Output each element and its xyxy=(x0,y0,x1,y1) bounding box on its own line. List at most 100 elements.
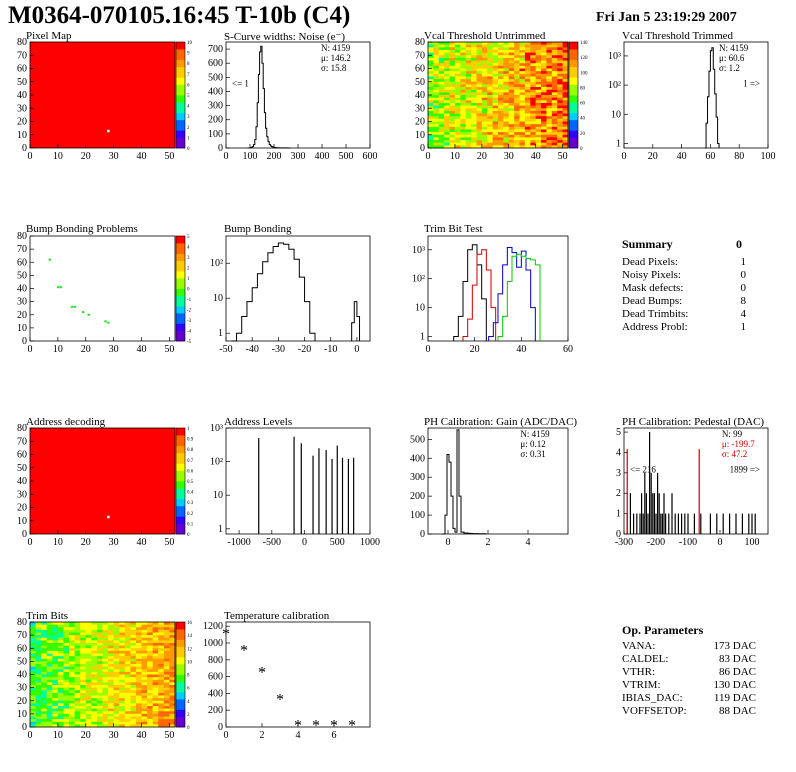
heatmap-cell xyxy=(530,108,537,112)
heatmap-cell xyxy=(444,89,451,93)
heatmap-cell xyxy=(52,648,59,652)
heatmap-cell xyxy=(113,711,120,715)
heatmap-cell xyxy=(41,711,48,715)
x-tick-label: 500 xyxy=(330,537,345,548)
heatmap-cell xyxy=(465,60,472,64)
heatmap-cell xyxy=(557,87,564,91)
heatmap-cell xyxy=(519,97,526,101)
heatmap-cell xyxy=(35,645,42,649)
heatmap-cell xyxy=(69,622,76,626)
x-tick-label: 0 xyxy=(28,344,33,355)
color-scale-frame xyxy=(175,41,186,149)
heatmap-cell xyxy=(524,47,531,51)
heatmap-cell xyxy=(124,724,131,728)
heatmap-cell xyxy=(508,92,515,96)
heatmap-cell xyxy=(35,656,42,660)
heatmap-cell xyxy=(481,113,488,117)
heatmap-cell xyxy=(535,116,542,120)
heatmap-cell xyxy=(35,658,42,662)
y-tick-label: 1 xyxy=(420,332,425,343)
x-tick-label: 200 xyxy=(267,151,282,162)
heatmap-cell xyxy=(557,137,564,141)
heatmap-cell xyxy=(163,656,170,660)
heatmap-cell xyxy=(514,100,521,104)
color-scale-segment xyxy=(176,133,185,138)
heatmap-cell xyxy=(141,645,148,649)
y-tick-label: 60 xyxy=(17,450,27,461)
heatmap-cell xyxy=(69,692,76,696)
scatter-point: * xyxy=(222,626,230,643)
heatmap-cell xyxy=(438,102,445,107)
heatmap-cell xyxy=(460,52,467,56)
heatmap-cell xyxy=(449,95,456,99)
op-param-row: IBIAS_DAC: 119 DAC xyxy=(622,692,756,705)
color-scale-segment xyxy=(176,685,185,689)
heatmap-cell xyxy=(562,68,569,72)
heatmap-cell xyxy=(524,116,531,120)
heatmap-cell xyxy=(124,671,131,675)
heatmap-cell xyxy=(46,677,53,681)
heatmap-cell xyxy=(508,44,515,48)
heatmap-cell xyxy=(141,674,148,678)
heatmap-cell xyxy=(41,637,48,641)
scatter-point: * xyxy=(276,691,284,708)
heatmap-cell xyxy=(141,648,148,652)
heatmap-cell xyxy=(498,108,504,112)
heatmap-cell xyxy=(551,71,558,75)
heatmap-cell xyxy=(433,137,440,141)
heatmap-cell xyxy=(492,65,499,69)
heatmap-cell xyxy=(519,116,526,120)
y-tick-label: 600 xyxy=(208,672,223,683)
heatmap-cell xyxy=(503,105,510,109)
heatmap-cell xyxy=(74,690,81,694)
bump-problem-marker xyxy=(81,311,85,314)
heatmap-cell xyxy=(69,624,76,628)
heatmap-cell xyxy=(80,692,87,696)
heatmap-cell xyxy=(74,666,81,670)
heatmap-cell xyxy=(91,637,98,641)
heatmap-cell xyxy=(141,629,148,633)
plot-frame xyxy=(623,427,769,535)
heatmap-cell xyxy=(562,79,569,83)
heatmap-cell xyxy=(35,637,42,641)
heatmap-cell xyxy=(444,76,451,80)
heatmap-cell xyxy=(124,635,131,639)
heatmap-cell xyxy=(96,637,103,641)
heatmap-cell xyxy=(535,124,542,128)
heatmap-cell xyxy=(147,622,154,626)
series-line xyxy=(488,247,536,341)
heatmap-cell xyxy=(449,60,456,64)
heatmap-cell xyxy=(524,44,531,48)
heatmap-cell xyxy=(91,687,98,691)
heatmap-cell xyxy=(57,674,64,678)
heatmap-cell xyxy=(91,632,98,636)
heatmap-cell xyxy=(433,105,440,109)
heatmap-cell xyxy=(52,724,59,728)
heatmap-cell xyxy=(514,71,521,75)
heatmap-cell xyxy=(108,706,115,710)
heatmap-cell xyxy=(487,108,494,112)
heatmap-cell xyxy=(141,711,148,715)
heatmap-cell xyxy=(476,71,483,75)
scatter-point: * xyxy=(240,643,248,660)
heatmap-cell xyxy=(96,695,103,699)
heatmap-cell xyxy=(91,713,98,717)
x-tick-label: 2 xyxy=(260,730,265,741)
x-tick-label: 0 xyxy=(718,537,723,548)
heatmap-cell xyxy=(476,140,483,144)
heatmap-cell xyxy=(551,142,558,146)
heatmap-cell xyxy=(108,661,115,665)
heatmap-cell xyxy=(85,629,92,633)
heatmap-cell xyxy=(147,674,154,678)
heatmap-cell xyxy=(57,666,64,670)
color-scale-tick-label: 0 xyxy=(187,533,190,538)
heatmap-cell xyxy=(69,637,76,641)
heatmap-cell xyxy=(119,635,126,639)
heatmap-cell xyxy=(91,640,98,644)
heatmap-cell xyxy=(46,629,53,633)
heatmap-cell xyxy=(80,716,87,720)
heatmap-cell xyxy=(119,724,126,728)
heatmap-cell xyxy=(158,664,165,668)
heatmap-cell xyxy=(169,713,176,717)
heatmap-cell xyxy=(108,674,115,678)
